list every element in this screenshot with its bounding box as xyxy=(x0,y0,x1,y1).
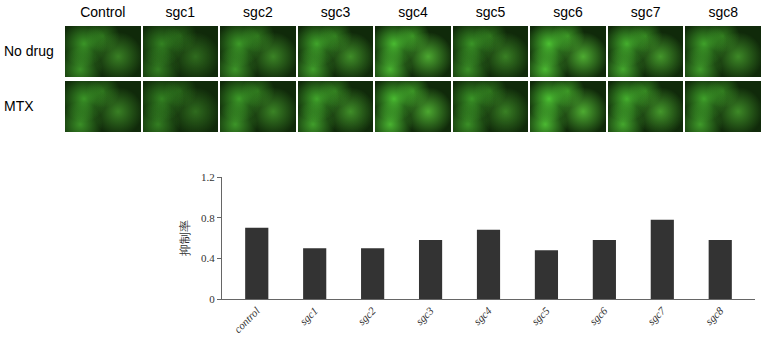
svg-text:control: control xyxy=(231,305,262,336)
svg-text:0: 0 xyxy=(209,293,215,305)
svg-text:sgc7: sgc7 xyxy=(645,304,668,327)
html-text:sgc7: sgc7 xyxy=(630,4,661,20)
html-text:sgc8: sgc8 xyxy=(708,4,738,20)
svg-text:sgc1: sgc1 xyxy=(297,305,320,328)
svg-text:sgc5: sgc5 xyxy=(529,304,552,327)
html-text:sgc4: sgc4 xyxy=(398,4,428,20)
html-text:sgc5: sgc5 xyxy=(475,4,506,20)
svg-text:抑制率: 抑制率 xyxy=(178,220,192,256)
html-text:sgc6: sgc6 xyxy=(553,4,583,20)
html-text:sgc3: sgc3 xyxy=(320,4,351,20)
svg-text:sgc3: sgc3 xyxy=(413,304,436,327)
html-text:MTX: MTX xyxy=(4,97,34,114)
svg-text:sgc8: sgc8 xyxy=(703,304,726,327)
html-text:Control: Control xyxy=(80,4,126,20)
svg-text:sgc4: sgc4 xyxy=(471,304,494,327)
html-text:sgc2: sgc2 xyxy=(243,4,273,20)
html-text:No drug: No drug xyxy=(4,42,54,59)
svg-text:1.2: 1.2 xyxy=(201,171,215,183)
svg-text:0.8: 0.8 xyxy=(201,212,215,224)
svg-text:sgc6: sgc6 xyxy=(587,304,610,327)
svg-text:0.4: 0.4 xyxy=(201,252,215,264)
html-text:sgc1: sgc1 xyxy=(165,4,196,20)
svg-text:sgc2: sgc2 xyxy=(355,304,378,327)
